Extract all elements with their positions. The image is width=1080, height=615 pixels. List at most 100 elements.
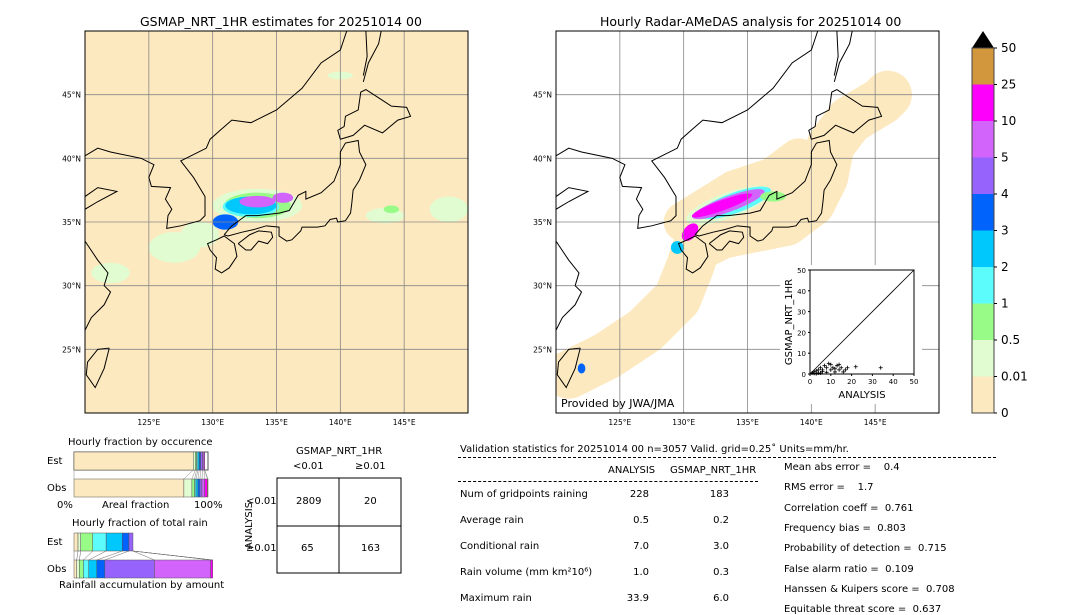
rain-est-segment — [77, 532, 81, 552]
lon-tick-label: 145°E — [864, 418, 887, 427]
rain-est-segment — [73, 532, 79, 552]
areal-fraction-label: Areal fraction — [102, 500, 170, 511]
scatter-point — [843, 367, 848, 372]
rain-obs-segment — [96, 559, 106, 579]
lat-tick-label: 30°N — [533, 282, 552, 291]
colorbar-label: 0 — [1001, 406, 1009, 420]
stat-analysis: 228 — [629, 489, 649, 500]
stat-gsmap: 6.0 — [713, 593, 729, 604]
scatter-point — [830, 365, 835, 370]
stat-gsmap: 3.0 — [713, 541, 729, 552]
stat-label: Maximum rain — [460, 593, 532, 604]
score-line: Equitable threat score = 0.637 — [784, 604, 942, 615]
row-label-lt: <0.01 — [246, 496, 277, 507]
lon-tick-label: 125°E — [608, 418, 631, 427]
col-label-ge: ≥0.01 — [355, 461, 386, 472]
stat-gsmap: 0.2 — [713, 515, 729, 526]
cell-hit: 163 — [361, 543, 381, 554]
lat-tick-label: 45°N — [533, 91, 552, 100]
stat-label: Num of gridpoints raining — [460, 489, 588, 500]
stat-label: Rain volume (mm km²10⁶) — [460, 567, 593, 578]
rain-obs-segment — [210, 559, 213, 579]
lon-tick-label: 140°E — [800, 418, 823, 427]
stat-analysis: 0.5 — [633, 515, 649, 526]
lon-tick-label: 140°E — [329, 418, 352, 427]
scatter-point — [835, 363, 840, 368]
lat-tick-label: 25°N — [62, 345, 81, 354]
scatter-xlabel: ANALYSIS — [838, 390, 885, 401]
occurrence-obs-segment — [195, 478, 199, 498]
coastline — [556, 347, 581, 389]
map-frame — [84, 30, 469, 414]
rain-obs-segment — [104, 559, 155, 579]
coastline — [708, 230, 745, 251]
right-map-title: Hourly Radar-AMeDAS analysis for 2025101… — [600, 14, 902, 29]
score-line: Frequency bias = 0.803 — [784, 522, 906, 534]
occurrence-obs-segment — [204, 478, 208, 498]
scatter-x-tick-label: 50 — [910, 378, 919, 386]
rain-obs-segment — [83, 559, 89, 579]
rain-area — [272, 192, 294, 203]
left-map — [84, 30, 469, 414]
scatter-x-tick-label: 30 — [868, 378, 877, 386]
scatter-x-tick-label: 20 — [847, 378, 856, 386]
occurrence-title: Hourly fraction by occurence — [68, 437, 213, 448]
colorbar-label: 5 — [1001, 151, 1009, 165]
colorbar-label: 3 — [1001, 224, 1009, 238]
rain-obs-segment — [154, 559, 211, 579]
rain-area — [429, 196, 468, 223]
lat-tick-label: 35°N — [62, 218, 81, 227]
rain-area — [670, 241, 684, 254]
colorbar-label: 1 — [1001, 297, 1009, 311]
lon-tick-label: 130°E — [672, 418, 695, 427]
table-divider — [458, 481, 758, 482]
scatter-point — [832, 366, 837, 371]
scatter-point — [822, 363, 827, 368]
colorbar-label: 2 — [1001, 260, 1009, 274]
scatter-y-tick-label: 50 — [797, 267, 806, 275]
occurrence-obs-segment — [201, 478, 205, 498]
score-line: Hanssen & Kuipers score = 0.708 — [784, 583, 955, 595]
rain-obs-segment — [88, 559, 98, 579]
colorbar-segment — [972, 48, 994, 85]
lat-tick-label: 35°N — [533, 218, 552, 227]
connector-line — [199, 469, 201, 480]
cell-false-alarm: 20 — [364, 496, 377, 507]
lon-tick-label: 130°E — [201, 418, 224, 427]
colorbar-label: 25 — [1001, 78, 1016, 92]
scatter-point — [816, 370, 821, 375]
connector-line — [194, 469, 197, 480]
scatter-point — [812, 371, 817, 376]
scatter-x-tick-label: 40 — [889, 378, 898, 386]
lat-tick-label: 25°N — [533, 345, 552, 354]
connector-line — [96, 550, 123, 561]
scatter-point — [845, 365, 850, 370]
map-frame — [555, 30, 940, 414]
score-line: Mean abs error = 0.4 — [784, 462, 900, 473]
scatter-point — [824, 370, 829, 375]
est-label-2: Est — [47, 537, 63, 548]
lon-tick-label: 145°E — [393, 418, 416, 427]
scatter-point — [878, 365, 883, 370]
scatter-x-tick-label: 10 — [826, 378, 835, 386]
score-line: Probability of detection = 0.715 — [784, 543, 947, 555]
cell-miss: 65 — [301, 543, 314, 554]
colorbar-segment — [972, 157, 994, 194]
coastline — [556, 187, 590, 210]
scatter-y-tick-label: 20 — [797, 329, 806, 337]
rain-est-segment — [128, 532, 134, 552]
colorbar-label: 4 — [1001, 187, 1009, 201]
connector-line — [204, 469, 209, 480]
scatter-y-tick-label: 10 — [797, 350, 806, 358]
score-line: Correlation coeff = 0.761 — [784, 502, 914, 514]
lat-tick-label: 30°N — [62, 282, 81, 291]
scatter-x-tick-label: 0 — [808, 378, 812, 386]
total-rain-title: Hourly fraction of total rain — [72, 518, 208, 529]
rain-area — [577, 363, 586, 374]
credit-label: Provided by JWA/JMA — [561, 397, 675, 410]
scatter-point — [824, 365, 829, 370]
occurrence-obs-segment — [207, 478, 209, 498]
scatter-y-tick-label: 40 — [797, 288, 806, 296]
connector-line — [79, 550, 81, 561]
